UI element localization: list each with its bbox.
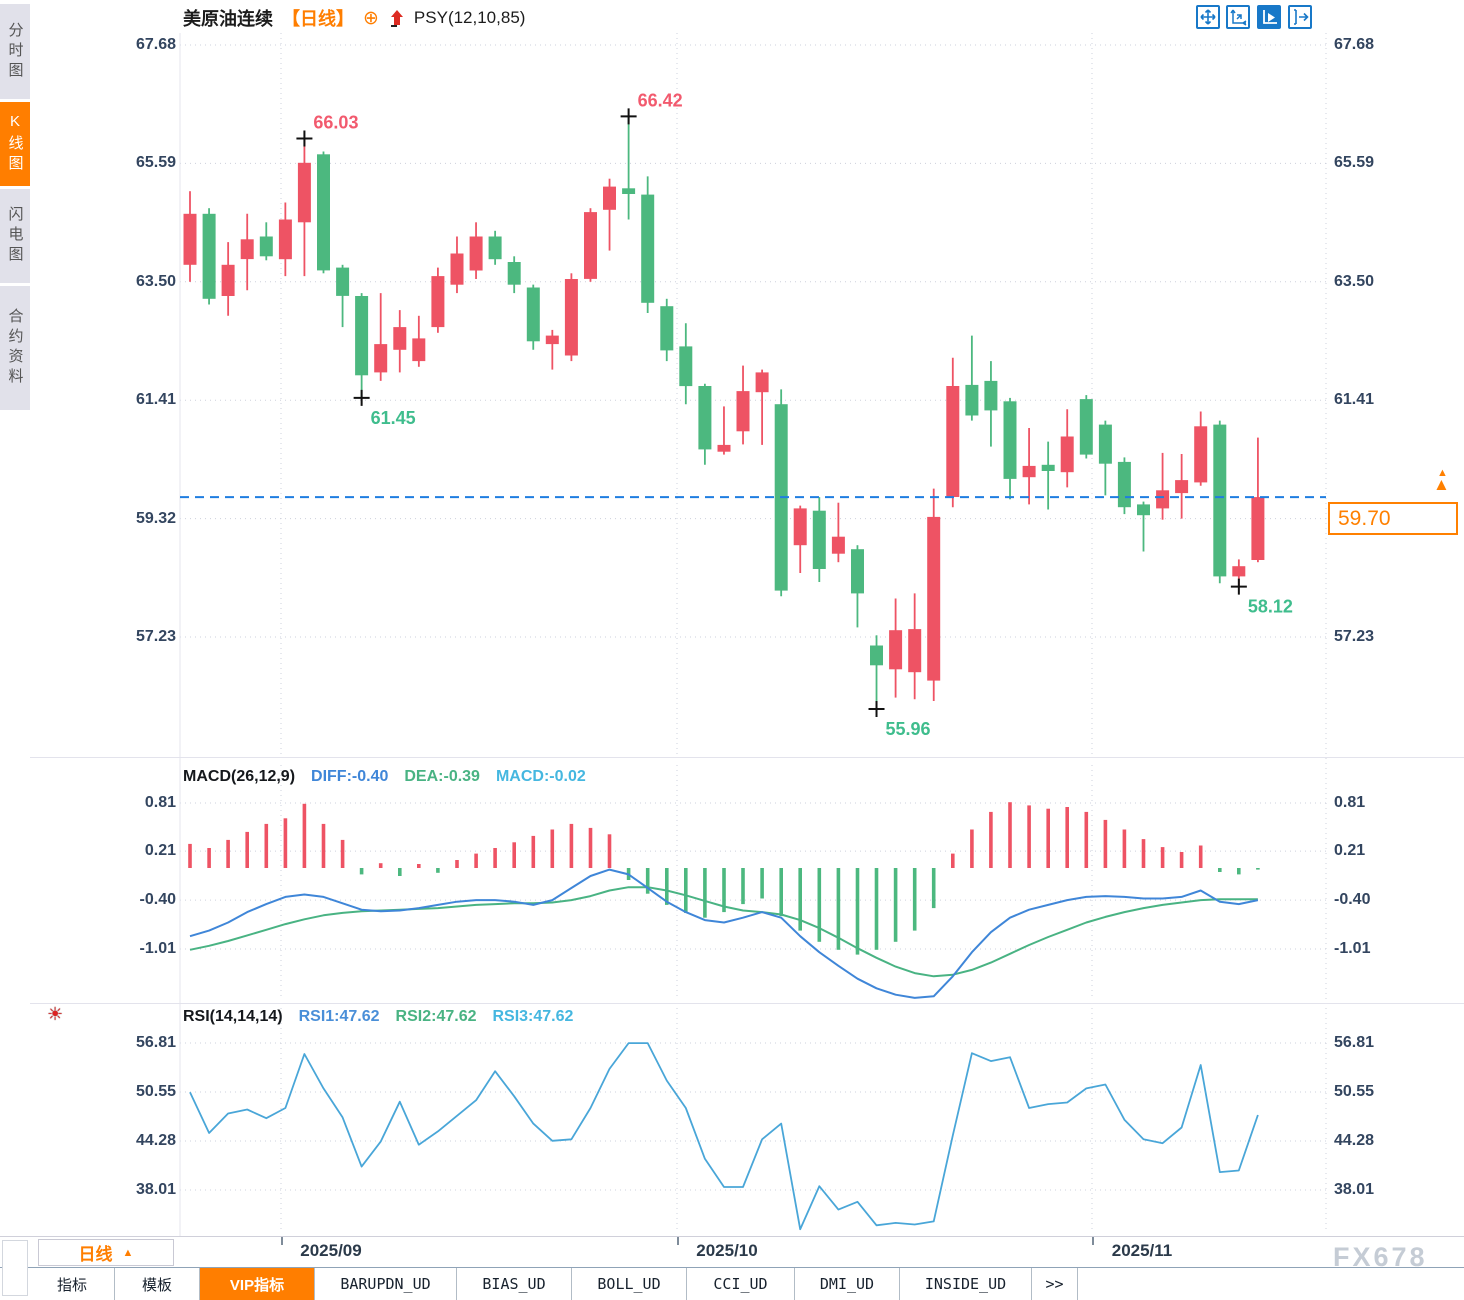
tab-BARUPDN_UD[interactable]: BARUPDN_UD xyxy=(315,1268,457,1300)
axis-label: 0.21 xyxy=(1334,842,1366,860)
tab-CCI_UD[interactable]: CCI_UD xyxy=(687,1268,795,1300)
panel-separator xyxy=(30,757,1464,758)
export-right-icon[interactable] xyxy=(1288,5,1312,29)
price-up-arrow-icon: ▲ xyxy=(1437,467,1448,479)
rsi-title: RSI(14,14,14) xyxy=(183,1008,283,1025)
axis-label: -1.01 xyxy=(1334,940,1371,957)
rsi3-value: RSI3:47.62 xyxy=(492,1008,574,1025)
period-dropdown-button[interactable]: 日线 ▲ xyxy=(38,1239,174,1266)
last-price-box: 59.70 xyxy=(1328,502,1458,535)
watermark: FX678 xyxy=(1333,1242,1428,1272)
macd-title: MACD(26,12,9) xyxy=(183,768,296,785)
last-price-value: 59.70 xyxy=(1338,507,1391,530)
axis-label: 63.50 xyxy=(1334,272,1375,290)
axis-label: 0.81 xyxy=(1334,794,1366,812)
axis-label: -0.40 xyxy=(139,891,176,909)
rsi-header: RSI(14,14,14) RSI1:47.62 RSI2:47.62 RSI3… xyxy=(183,1008,573,1026)
time-axis-tick xyxy=(1092,1237,1094,1245)
axis-label: 57.23 xyxy=(135,627,176,645)
indicator-tab-bar: 指标 模板 VIP指标 BARUPDN_UD BIAS_UD BOLL_UD CCI_UD D… xyxy=(30,1268,1078,1300)
chart-play-icon[interactable] xyxy=(1257,5,1281,29)
axis-label: 65.59 xyxy=(135,154,176,172)
svg-text:66.42: 66.42 xyxy=(638,90,683,110)
symbol-title: 美原油连续 xyxy=(183,9,273,29)
rsi2-value: RSI2:47.62 xyxy=(395,1008,477,1025)
axis-scale-icon[interactable] xyxy=(1226,5,1250,29)
tab-模板[interactable]: 模板 xyxy=(115,1268,200,1300)
rsi1-value: RSI1:47.62 xyxy=(298,1008,380,1025)
axis-label: 57.23 xyxy=(1334,627,1375,645)
axis-label: 50.55 xyxy=(1334,1082,1375,1100)
panel-separator xyxy=(30,1003,1464,1004)
svg-text:58.12: 58.12 xyxy=(1248,597,1293,617)
psy-up-arrow-icon xyxy=(390,9,403,27)
pan-icon[interactable] xyxy=(1196,5,1220,29)
axis-label: 0.81 xyxy=(144,794,176,812)
axis-label: 56.81 xyxy=(1334,1034,1375,1051)
tab->>[interactable]: >> xyxy=(1032,1268,1078,1300)
corner-box xyxy=(2,1240,28,1296)
axis-label: 67.68 xyxy=(135,36,176,53)
axis-label: 50.55 xyxy=(135,1082,176,1100)
tab-指标[interactable]: 指标 xyxy=(30,1268,115,1300)
indicator-settings-sun-icon[interactable]: ☀ xyxy=(47,1004,64,1024)
title-bar: 美原油连续 【日线】 ⊕ PSY(12,10,85) xyxy=(183,5,525,31)
time-axis-label: 2025/10 xyxy=(696,1241,758,1260)
axis-label: 38.01 xyxy=(1334,1181,1375,1199)
axis-label: -1.01 xyxy=(139,940,176,957)
axis-label: 38.01 xyxy=(135,1181,176,1199)
period-label: 日线 xyxy=(78,1245,113,1264)
time-axis-label: 2025/11 xyxy=(1111,1241,1173,1260)
sidebar: 分时图 K线图 闪电图 合约资料 xyxy=(0,0,30,1300)
tab-DMI_UD[interactable]: DMI_UD xyxy=(795,1268,900,1300)
panel-separator xyxy=(0,1236,1464,1237)
axis-label: -0.40 xyxy=(1334,891,1371,909)
axis-label: 65.59 xyxy=(1334,154,1375,172)
tab-VIP指标[interactable]: VIP指标 xyxy=(200,1268,315,1300)
overlay-indicator-label: PSY(12,10,85) xyxy=(413,8,526,27)
sidebar-item-1[interactable]: 分时图 xyxy=(0,4,30,99)
tab-BIAS_UD[interactable]: BIAS_UD xyxy=(457,1268,572,1300)
tab-BOLL_UD[interactable]: BOLL_UD xyxy=(572,1268,687,1300)
time-axis-label: 2025/09 xyxy=(300,1241,362,1260)
axis-label: 44.28 xyxy=(1334,1131,1375,1149)
macd-diff-value: DIFF:-0.40 xyxy=(311,768,389,785)
time-axis-tick xyxy=(281,1237,283,1245)
svg-text:66.03: 66.03 xyxy=(313,113,358,133)
time-axis-tick xyxy=(677,1237,679,1245)
tabbar-top-border xyxy=(0,1267,1464,1268)
period-tag[interactable]: 【日线】 xyxy=(282,9,354,29)
axis-label: 61.41 xyxy=(135,391,176,409)
sidebar-item-2[interactable]: K线图 xyxy=(0,102,30,186)
sidebar-item-3[interactable]: 闪电图 xyxy=(0,189,30,283)
macd-header: MACD(26,12,9) DIFF:-0.40 DEA:-0.39 MACD:… xyxy=(183,768,586,786)
price-up-arrow-icon: ▲ xyxy=(1433,475,1450,494)
sidebar-item-4[interactable]: 合约资料 xyxy=(0,286,30,410)
add-indicator-icon[interactable]: ⊕ xyxy=(363,7,379,29)
chevron-up-icon: ▲ xyxy=(122,1246,134,1259)
svg-text:55.96: 55.96 xyxy=(886,719,931,739)
axis-label: 0.21 xyxy=(144,842,176,860)
axis-label: 56.81 xyxy=(135,1034,176,1051)
axis-label: 61.41 xyxy=(1334,391,1375,409)
axis-label: 67.68 xyxy=(1334,36,1375,53)
axis-label: 44.28 xyxy=(135,1131,176,1149)
axis-label: 63.50 xyxy=(135,272,176,290)
macd-dea-value: DEA:-0.39 xyxy=(404,768,480,785)
tab-INSIDE_UD[interactable]: INSIDE_UD xyxy=(900,1268,1032,1300)
axis-label: 59.32 xyxy=(135,509,176,527)
svg-text:61.45: 61.45 xyxy=(371,408,416,428)
macd-macd-value: MACD:-0.02 xyxy=(495,768,586,785)
